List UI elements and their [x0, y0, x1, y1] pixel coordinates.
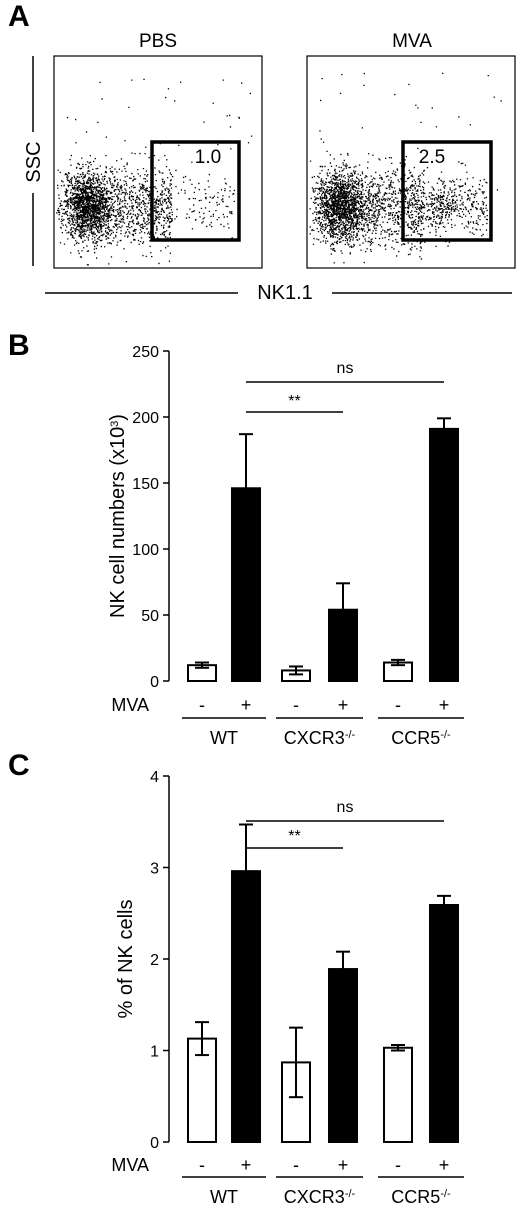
significance-label: **: [288, 828, 300, 845]
dot-cloud-points: [309, 72, 502, 264]
pbs-dot-cloud: [56, 78, 253, 266]
bar-ccr5-mva: [429, 427, 459, 682]
y-axis-title: NK cell numbers (x103): [107, 414, 129, 618]
group-label-cxcr3: CXCR3-/-: [284, 1187, 356, 1207]
treatment-sign: +: [338, 695, 349, 715]
group-label-cxcr3: CXCR3-/-: [284, 728, 356, 748]
mva-gate: [401, 140, 493, 242]
y-axis-title-main: % of NK cells: [115, 900, 137, 1019]
treatment-sign: +: [241, 695, 252, 715]
pbs-gate: [150, 140, 241, 242]
y-axis-title-tail: ): [107, 414, 129, 421]
bar-ccr5-mva: [429, 904, 459, 1144]
y-axis-title-sup: 3: [109, 421, 121, 427]
y-tick-label: 150: [132, 476, 159, 493]
y-tick-label: 0: [150, 1135, 159, 1152]
y-tick-label: 250: [132, 344, 159, 361]
pbs-gate-value: 1.0: [195, 147, 221, 168]
y-tick-label: 0: [150, 674, 159, 691]
group-label-wt: WT: [210, 1187, 238, 1207]
treatment-sign: +: [338, 1155, 349, 1175]
bar-cxcr3-mva: [328, 608, 358, 682]
treatment-sign: +: [241, 1155, 252, 1175]
mva-plot-frame: [306, 55, 516, 269]
mva-gate-value: 2.5: [419, 147, 445, 168]
y-tick-label: 50: [141, 608, 159, 625]
treatment-label: MVA: [111, 1155, 149, 1175]
group-label-ccr5: CCR5-/-: [391, 728, 451, 748]
y-tick-label: 2: [150, 952, 159, 969]
panel-label-b: B: [8, 329, 30, 362]
y-tick-label: 1: [150, 1044, 159, 1061]
panel-label-c: C: [8, 749, 30, 782]
mva-plot-title: MVA: [392, 31, 432, 52]
nk11-axis-label: NK1.1: [257, 282, 313, 304]
bar-cxcr3-mva: [328, 968, 358, 1143]
bar-wt-mva: [231, 487, 261, 682]
pbs-plot-frame: [53, 55, 263, 269]
ssc-axis-label: SSC: [23, 141, 45, 182]
y-tick-label: 100: [132, 542, 159, 559]
pbs-plot-title: PBS: [139, 31, 177, 52]
treatment-sign: +: [439, 695, 450, 715]
y-axis-title-main: NK cell numbers (x10: [107, 427, 129, 618]
treatment-sign: -: [199, 1155, 205, 1175]
significance-label: ns: [337, 360, 354, 377]
significance-label: **: [288, 393, 300, 410]
treatment-sign: -: [293, 695, 299, 715]
panel-label-a: A: [8, 0, 30, 33]
flow-panel: SSC PBS 1.0 MVA 2.5 NK1.1: [23, 31, 516, 304]
treatment-sign: -: [293, 1155, 299, 1175]
group-label-ccr5: CCR5-/-: [391, 1187, 451, 1207]
y-tick-label: 3: [150, 861, 159, 878]
group-label-wt: WT: [210, 728, 238, 748]
y-axis-title: % of NK cells: [115, 900, 137, 1019]
treatment-sign: -: [395, 1155, 401, 1175]
significance-label: ns: [337, 799, 354, 816]
treatment-label: MVA: [111, 695, 149, 715]
dot-cloud-points: [56, 78, 253, 266]
nk-cell-numbers-chart: 0 50 100 150 200 250 NK cell numbers (x103) ** n…: [107, 344, 464, 748]
treatment-sign: +: [439, 1155, 450, 1175]
y-tick-label: 200: [132, 410, 159, 427]
mva-dot-cloud: [309, 72, 502, 264]
treatment-sign: -: [199, 695, 205, 715]
bar-ccr5-control: [383, 1046, 413, 1144]
bar-wt-mva: [231, 870, 261, 1143]
treatment-sign: -: [395, 695, 401, 715]
y-tick-label: 4: [150, 769, 159, 786]
